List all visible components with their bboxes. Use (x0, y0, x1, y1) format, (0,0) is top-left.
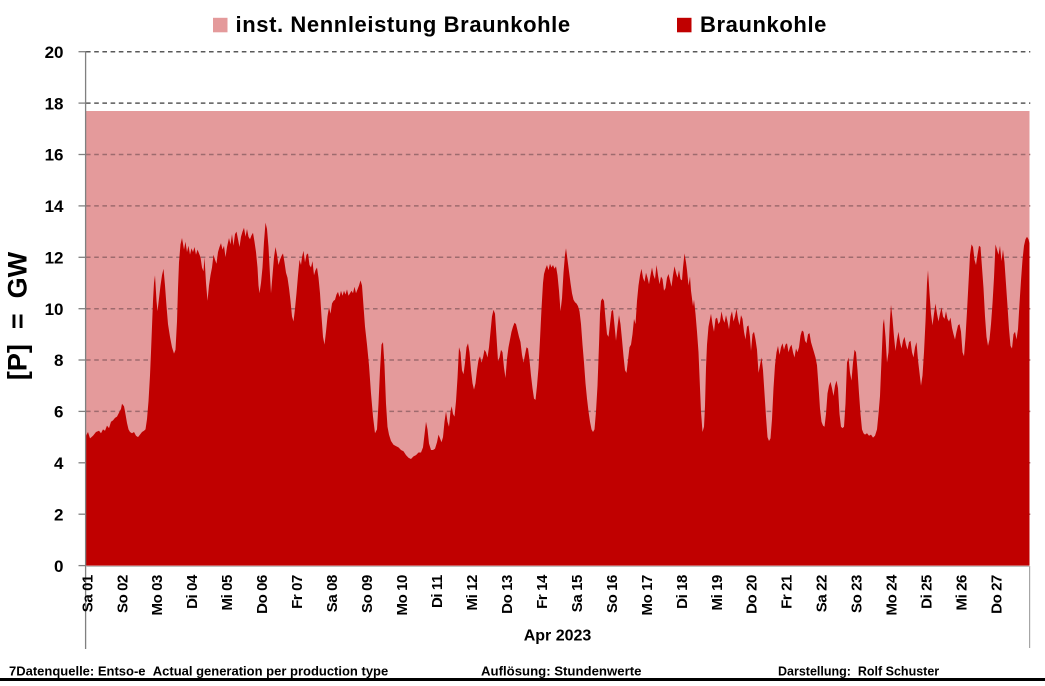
svg-text:Mi 12: Mi 12 (464, 575, 481, 611)
svg-text:12: 12 (45, 249, 64, 268)
svg-text:So 16: So 16 (604, 575, 621, 613)
svg-text:8: 8 (54, 351, 63, 370)
svg-text:4: 4 (54, 454, 64, 473)
svg-text:So 23: So 23 (849, 575, 866, 613)
svg-text:18: 18 (45, 94, 64, 113)
svg-text:14: 14 (45, 197, 64, 216)
svg-text:20: 20 (45, 43, 64, 62)
svg-text:Fr 07: Fr 07 (289, 575, 306, 609)
svg-text:Do 13: Do 13 (499, 575, 516, 614)
svg-text:Mi 05: Mi 05 (219, 575, 236, 611)
svg-text:inst. Nennleistung Braunkohle: inst. Nennleistung Braunkohle (236, 12, 571, 37)
svg-text:[P] = GW: [P] = GW (3, 251, 33, 380)
svg-text:So 02: So 02 (114, 575, 131, 613)
svg-text:Mo 10: Mo 10 (394, 575, 411, 616)
svg-text:16: 16 (45, 146, 64, 165)
svg-text:Mo 03: Mo 03 (149, 575, 166, 616)
svg-text:Di 11: Di 11 (429, 575, 446, 608)
svg-text:Sa 01: Sa 01 (79, 575, 96, 612)
svg-text:Di 04: Di 04 (184, 574, 201, 609)
svg-text:Do 06: Do 06 (254, 575, 271, 614)
svg-text:Di 25: Di 25 (919, 575, 936, 609)
svg-text:0: 0 (54, 557, 63, 576)
svg-text:Sa 15: Sa 15 (569, 575, 586, 612)
svg-text:Do 20: Do 20 (744, 575, 761, 614)
svg-text:Sa 22: Sa 22 (814, 575, 831, 612)
svg-text:Mo 24: Mo 24 (884, 574, 901, 616)
svg-text:Apr 2023: Apr 2023 (524, 628, 592, 645)
svg-text:7Datenquelle: Entso-e Actual: 7Datenquelle: Entso-e Actual generation … (9, 664, 388, 679)
svg-text:2: 2 (54, 505, 63, 524)
svg-text:Auflösung: Stundenwerte: Auflösung: Stundenwerte (481, 664, 641, 679)
svg-text:Di 18: Di 18 (674, 575, 691, 609)
svg-text:6: 6 (54, 403, 63, 422)
svg-text:Sa 08: Sa 08 (324, 575, 341, 612)
svg-text:So 09: So 09 (359, 575, 376, 613)
svg-text:Mi 26: Mi 26 (954, 575, 971, 611)
svg-text:Fr 21: Fr 21 (779, 575, 796, 609)
svg-text:10: 10 (45, 300, 64, 319)
svg-text:Fr 14: Fr 14 (534, 574, 551, 609)
svg-text:Mi 19: Mi 19 (709, 575, 726, 611)
svg-text:Braunkohle: Braunkohle (700, 12, 827, 37)
svg-text:Mo 17: Mo 17 (639, 575, 656, 616)
svg-text:Darstellung: Rolf Schuster: Darstellung: Rolf Schuster (778, 665, 939, 679)
svg-text:Do 27: Do 27 (989, 575, 1006, 614)
